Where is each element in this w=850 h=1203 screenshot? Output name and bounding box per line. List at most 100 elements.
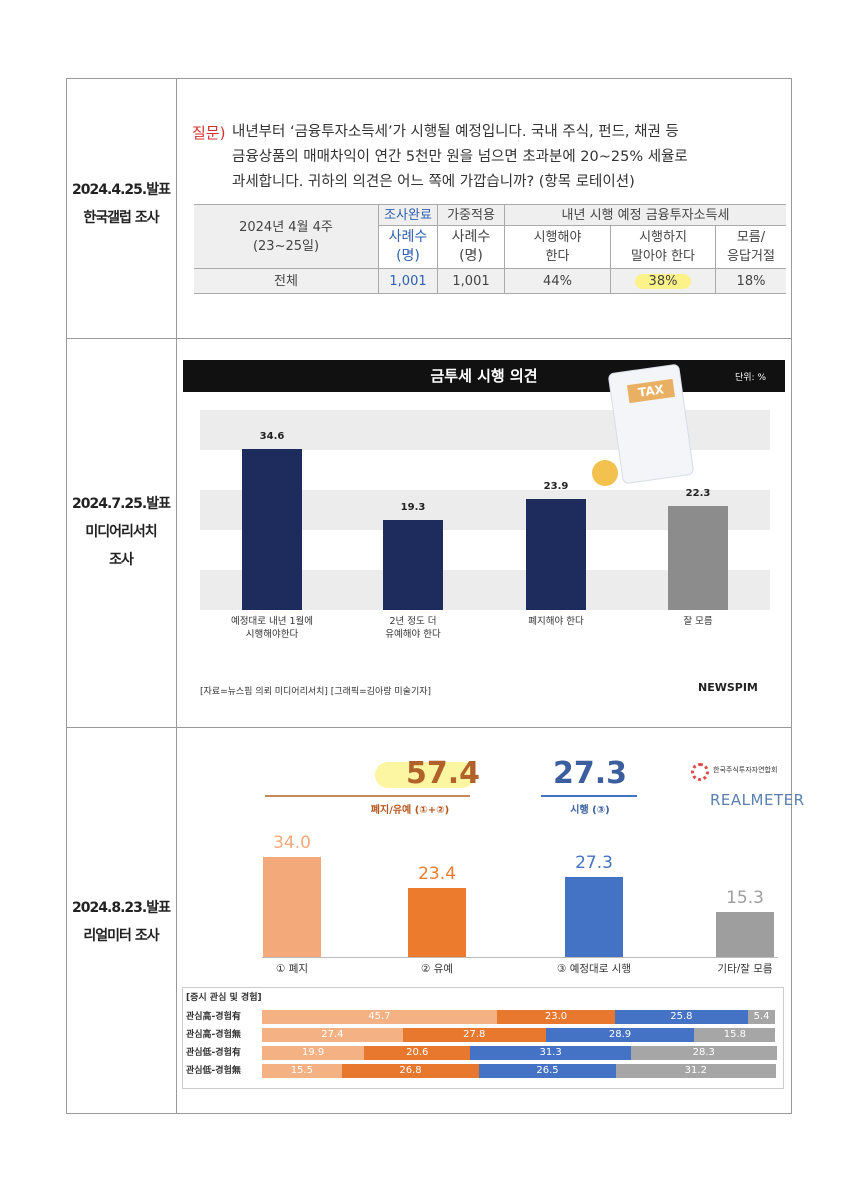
x-tick-label: 잘 모름 [683, 616, 713, 627]
x-tick-label: 2년 정도 더 유예해야 한다 [385, 616, 441, 640]
segment-label: 20.6 [406, 1047, 429, 1058]
table-header: 모름/ 응답거절 [715, 225, 786, 269]
bar-segment [402, 1028, 546, 1042]
org-name: 한국주식투자자연합회 [713, 766, 778, 774]
x-tick-label: ③ 예정대로 시행 [556, 963, 632, 975]
segment-label: 25.8 [670, 1011, 693, 1022]
row-label: 관심低-경험無 [186, 1066, 241, 1076]
bar-segment [262, 1064, 342, 1078]
table-header: 조사완료 [378, 204, 438, 226]
row-divider [66, 338, 791, 339]
bar-segment [341, 1064, 480, 1078]
table-header: 시행해야 한다 [504, 225, 611, 269]
bar-segment [615, 1010, 748, 1024]
table-cell: 전체 [194, 268, 379, 294]
segment-label: 45.7 [368, 1011, 391, 1022]
segment-label: 15.8 [723, 1029, 746, 1040]
summary-underline [541, 795, 637, 797]
segment-label: 26.5 [536, 1065, 559, 1076]
row-label: 2024.7.25.발표 미디어리서치 조사 [72, 496, 171, 568]
bar-segment [364, 1046, 471, 1060]
summary-label: 폐지/유예 (①+②) [370, 805, 450, 816]
bar [408, 888, 466, 957]
segment-label: 5.4 [753, 1011, 770, 1022]
brand-logo: NEWSPIM [698, 681, 758, 694]
row-label: 관심高-경험有 [186, 1012, 241, 1022]
bar [716, 912, 774, 957]
bar [242, 449, 302, 610]
table-cell: 1,001 [437, 268, 505, 294]
result-table: 2024년 4월 4주 (23~25일) 조사완료 가중적용 내년 시행 예정 … [194, 204, 786, 294]
summary-label: 시행 (③) [570, 805, 610, 816]
summary-underline [265, 795, 470, 797]
value-label: 27.3 [575, 852, 613, 873]
segment-label: 23.0 [544, 1011, 568, 1022]
row-divider [66, 727, 791, 728]
column-divider [176, 78, 177, 1113]
table-frame [66, 78, 792, 1114]
segment-label: 27.4 [321, 1029, 344, 1040]
row-label: 2024.4.25.발표 한국갤럽 조사 [72, 182, 171, 226]
value-label: 34.6 [259, 431, 285, 443]
bar-segment [262, 1046, 365, 1060]
stacked-frame [182, 987, 784, 1089]
stacked-title: [증시 관심 및 경험] [186, 993, 262, 1003]
source-note: [자료=뉴스핌 의뢰 미디어리서치] [그래픽=김아랑 미술기자] [200, 687, 432, 697]
table-corner: 2024년 4월 4주 (23~25일) [194, 204, 379, 269]
bar-segment [262, 1010, 497, 1024]
bar-segment [615, 1064, 776, 1078]
x-tick-label: ② 유예 [420, 963, 454, 975]
row-label: 관심高-경험無 [186, 1030, 241, 1040]
segment-label: 28.3 [692, 1047, 715, 1058]
x-tick-label: 예정대로 내년 1월에 시행해야한다 [230, 616, 313, 640]
segment-label: 27.8 [463, 1029, 486, 1040]
bar-segment [631, 1046, 777, 1060]
org-logo [691, 763, 709, 781]
table-header: 사례수 (명) [437, 225, 505, 269]
highlight [375, 762, 475, 788]
question: 내년부터 ‘금융투자소득세’가 시행될 예정입니다. 국내 주식, 펀드, 채권… [232, 124, 688, 190]
row-label: 관심低-경험有 [186, 1048, 241, 1058]
summary-value: 27.3 [552, 756, 628, 791]
table-header: 가중적용 [437, 204, 505, 226]
chart-banner [183, 360, 785, 392]
bar-segment [694, 1028, 776, 1042]
row-label: 2024.8.23.발표 리얼미터 조사 [72, 900, 171, 944]
x-tick-label: ① 폐지 [275, 963, 309, 975]
bar [565, 876, 623, 957]
value-label: 34.0 [273, 833, 311, 854]
table-header: 사례수 (명) [378, 225, 438, 269]
segment-label: 28.9 [608, 1029, 632, 1040]
unit-label: 단위: % [735, 373, 767, 383]
table-cell: 1,001 [378, 268, 438, 294]
value-label: 22.3 [685, 488, 711, 500]
value-label: 15.3 [726, 888, 764, 909]
question-label: 질문) [192, 124, 226, 142]
coin [592, 460, 618, 486]
bar [383, 520, 443, 610]
bar-segment [262, 1028, 403, 1042]
brand-logo: REALMETER [710, 791, 805, 809]
table-cell: 38% [610, 268, 716, 294]
table-header: 내년 시행 예정 금융투자소득세 [504, 204, 786, 226]
bar-segment [747, 1010, 776, 1024]
summary-value: 57.4 [405, 756, 480, 791]
bar-segment [479, 1064, 616, 1078]
table-cell: 18% [715, 268, 786, 294]
value-label: 23.4 [418, 864, 456, 885]
segment-label: 19.9 [302, 1047, 325, 1058]
table-cell: 44% [504, 268, 611, 294]
bar-segment [470, 1046, 632, 1060]
value-label: 19.3 [400, 502, 426, 514]
bar [263, 857, 321, 957]
segment-label: 15.5 [290, 1065, 313, 1076]
table-header: 시행하지 말아야 한다 [610, 225, 716, 269]
value-label: 23.9 [543, 480, 569, 492]
segment-label: 31.3 [539, 1047, 562, 1058]
bar-segment [545, 1028, 695, 1042]
bar [526, 498, 586, 610]
chart-title: 금투세 시행 의견 [430, 367, 538, 385]
x-tick-label: 폐지해야 한다 [528, 616, 584, 627]
bar-segment [496, 1010, 616, 1024]
